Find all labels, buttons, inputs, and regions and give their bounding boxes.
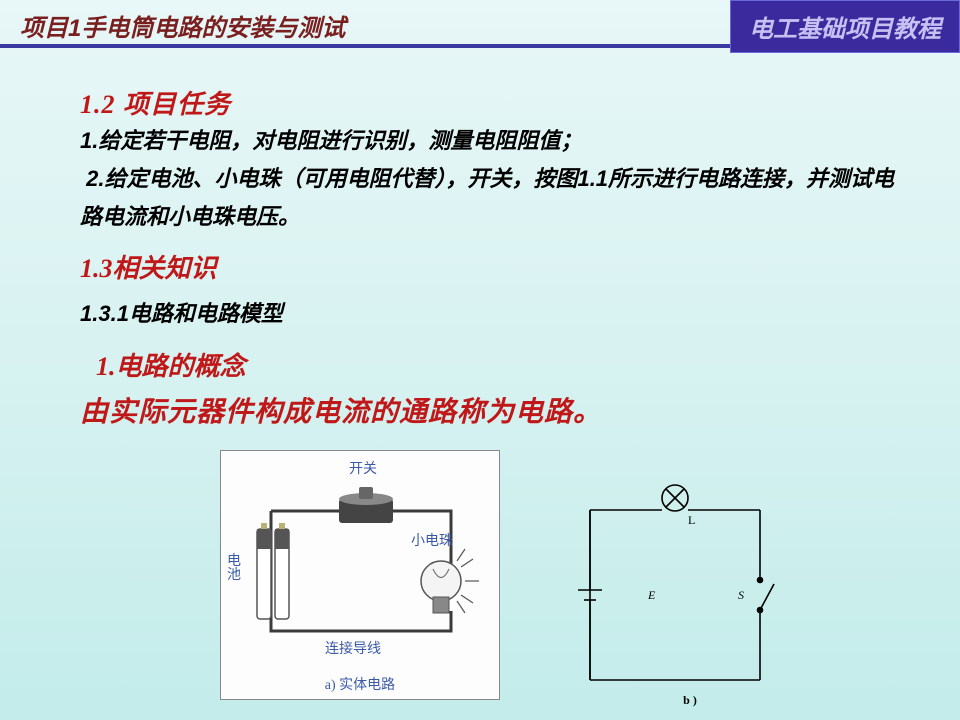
label-wire: 连接导线 — [325, 643, 381, 657]
figure-b-schematic: L E S b ) — [560, 450, 820, 700]
concept-heading: 1.电路的概念 — [96, 346, 246, 383]
battery-icon — [257, 523, 289, 619]
label-switch: 开关 — [349, 463, 377, 477]
figure-b-svg: L E S — [560, 450, 820, 700]
label-lamp: L — [688, 513, 695, 527]
concept-body: 由实际元器件构成电流的通路称为电路。 — [80, 390, 900, 430]
label-battery: 电池 — [227, 555, 243, 583]
task-line-2: 2.给定电池、小电珠（可用电阻代替），开关，按图1.1所示进行电路连接，并测试电… — [80, 166, 894, 229]
task-line-1: 1.给定若干电阻，对电阻进行识别，测量电阻阻值； — [80, 128, 582, 153]
figure-b-caption: b ) — [560, 694, 820, 706]
task-body: 1.给定若干电阻，对电阻进行识别，测量电阻阻值； 2.给定电池、小电珠（可用电阻… — [80, 122, 900, 236]
heading-1-3-1: 1.3.1电路和电路模型 — [80, 296, 283, 328]
header: 项目1手电筒电路的安装与测试 电工基础项目教程 — [0, 0, 960, 48]
figure-a-physical-circuit: 开关 电池 小电珠 连接导线 a) 实体电路 — [220, 450, 500, 700]
project-title: 项目1手电筒电路的安装与测试 — [20, 8, 345, 43]
heading-1-3: 1.3相关知识 — [80, 248, 217, 285]
heading-1-2: 1.2 项目任务 — [80, 84, 231, 121]
course-badge: 电工基础项目教程 — [730, 0, 960, 53]
label-switch-b: S — [738, 588, 744, 602]
label-source: E — [647, 588, 656, 602]
slide: 项目1手电筒电路的安装与测试 电工基础项目教程 1.2 项目任务 1.给定若干电… — [0, 0, 960, 720]
label-bulb: 小电珠 — [411, 535, 453, 549]
figure-a-caption: a) 实体电路 — [221, 679, 499, 693]
